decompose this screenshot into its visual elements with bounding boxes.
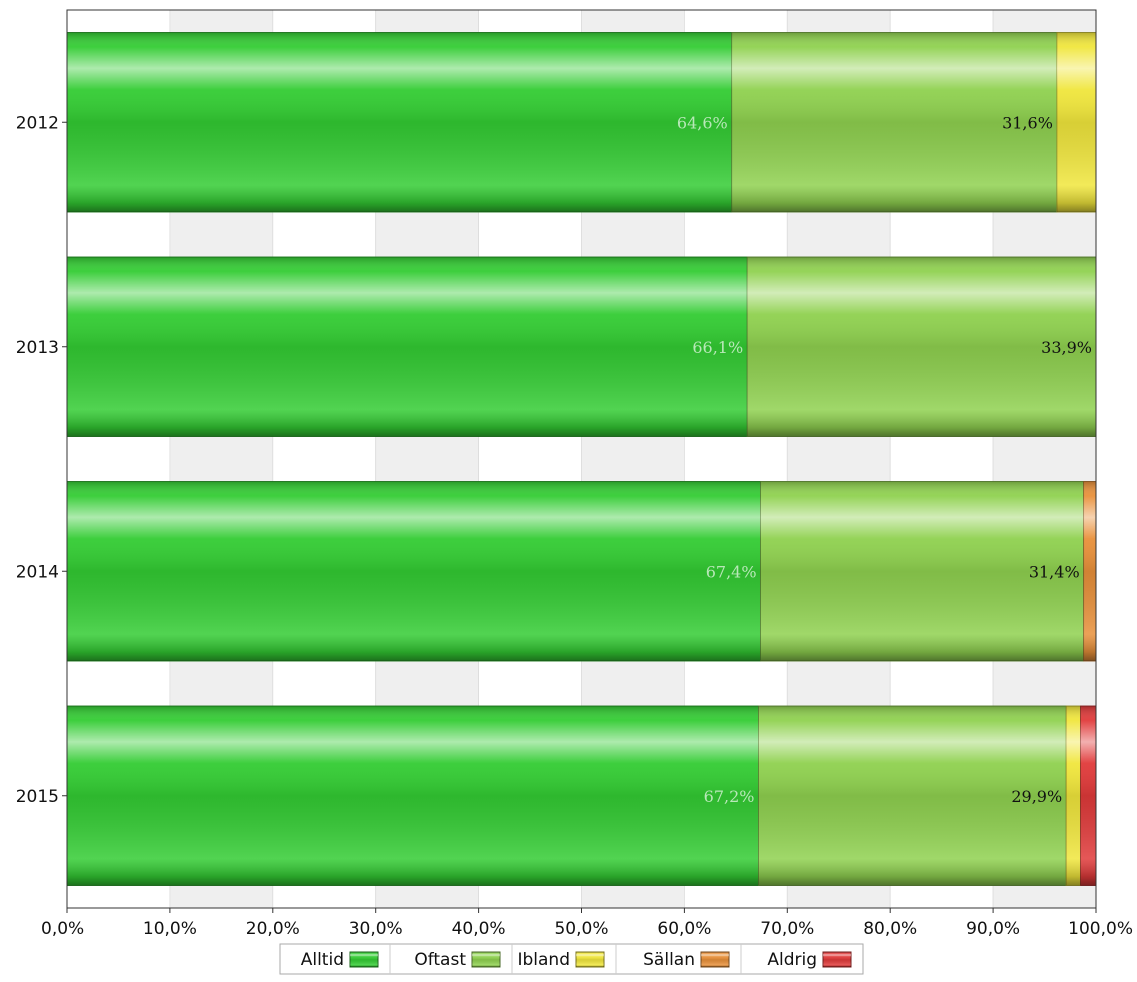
data-label: 29,9%: [1011, 787, 1062, 806]
legend-swatch-shine: [576, 952, 604, 967]
x-tick-label: 80,0%: [863, 919, 917, 939]
x-tick-label: 100,0%: [1068, 919, 1133, 939]
legend-label-alltid: Alltid: [301, 950, 344, 970]
legend-label-oftast: Oftast: [414, 950, 466, 970]
x-tick-label: 90,0%: [966, 919, 1020, 939]
x-tick-label: 10,0%: [143, 919, 197, 939]
legend-swatch-shine: [350, 952, 378, 967]
bar-shine: [760, 481, 1084, 662]
bar-shine: [747, 256, 1096, 437]
y-tick-label: 2012: [16, 113, 59, 133]
bar-shine: [731, 32, 1057, 213]
bar-shine: [1066, 705, 1081, 886]
y-tick-label: 2015: [16, 787, 59, 807]
bar-shine: [1083, 481, 1096, 662]
y-tick-label: 2014: [16, 562, 59, 582]
legend-label-ibland: Ibland: [517, 950, 570, 970]
bar-shine: [758, 705, 1067, 886]
bar-shine: [67, 256, 748, 437]
data-label: 33,9%: [1041, 338, 1092, 357]
data-label: 64,6%: [677, 113, 728, 132]
bar-shine: [67, 32, 732, 213]
x-tick-label: 60,0%: [657, 919, 711, 939]
x-tick-label: 50,0%: [554, 919, 608, 939]
legend-label-sällan: Sällan: [643, 950, 695, 970]
bar-shine: [67, 481, 761, 662]
legend-swatch-shine: [823, 952, 851, 967]
data-label: 67,4%: [706, 562, 757, 581]
bar-shine: [1080, 705, 1096, 886]
data-label: 67,2%: [704, 787, 755, 806]
x-tick-label: 40,0%: [452, 919, 506, 939]
legend-swatch-shine: [472, 952, 500, 967]
data-label: 66,1%: [692, 338, 743, 357]
x-tick-label: 30,0%: [349, 919, 403, 939]
y-tick-label: 2013: [16, 338, 59, 358]
legend-label-aldrig: Aldrig: [767, 950, 817, 970]
data-label: 31,4%: [1029, 562, 1080, 581]
x-tick-label: 0,0%: [41, 919, 84, 939]
x-tick-label: 70,0%: [760, 919, 814, 939]
legend-swatch-shine: [701, 952, 729, 967]
bar-shine: [67, 705, 759, 886]
x-tick-label: 20,0%: [246, 919, 300, 939]
data-label: 31,6%: [1002, 113, 1053, 132]
bar-shine: [1056, 32, 1096, 213]
